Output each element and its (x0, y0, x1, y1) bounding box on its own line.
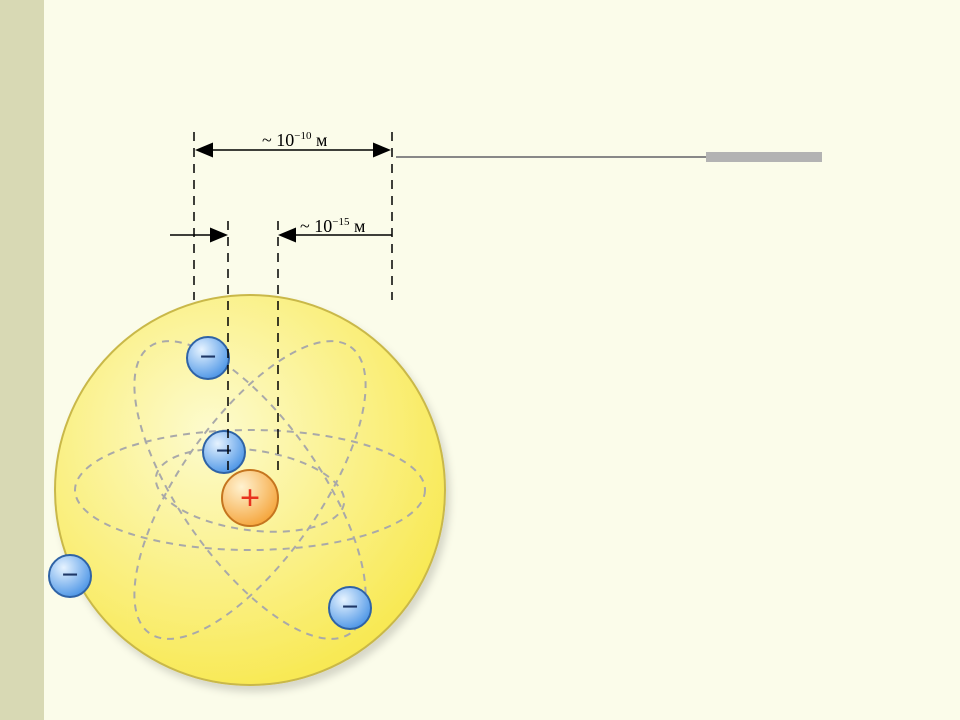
nucleus-diameter-label: ~ 10−15 м (300, 216, 365, 237)
atom-diameter-label: ~ 10−10 м (262, 130, 327, 151)
electron-minus-icon-2: − (61, 558, 78, 591)
electron-minus-icon-1: − (215, 434, 232, 467)
electron-minus-icon-3: − (341, 590, 358, 623)
nucleus-plus-icon: + (240, 478, 261, 518)
diagram-svg: +−−−− (0, 0, 960, 720)
electron-minus-icon-0: − (199, 340, 216, 373)
